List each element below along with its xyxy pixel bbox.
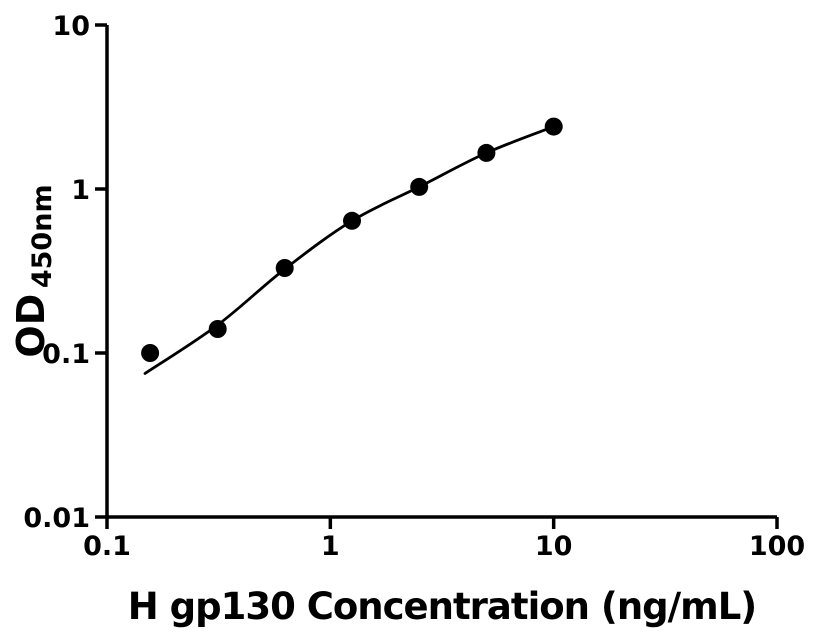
y-ticks [95,23,107,519]
x-tick-label: 10 [535,531,573,562]
data-point [275,259,294,277]
x-tick-label: 100 [749,531,805,562]
y-axis-title: OD 450nm [9,184,58,357]
data-point [343,211,361,230]
data-point [410,177,429,196]
y-axis-title-main: OD [9,294,53,358]
x-tick-label: 1 [321,531,340,562]
fit-curve-line [143,125,556,375]
data-point [208,320,227,338]
x-ticks [105,517,779,529]
x-tick-labels: 0.1 1 10 100 [83,531,805,562]
y-tick-label: 10 [52,11,90,42]
y-tick-labels: 0.01 0.1 1 10 [23,11,90,534]
data-point [477,143,496,162]
y-tick-label: 0.1 [42,339,90,370]
data-point [544,117,563,136]
y-axis-title-subscript: 450nm [27,184,58,288]
y-tick-label: 1 [71,175,90,206]
data-point [141,344,160,362]
axes [95,23,779,529]
x-axis-title: H gp130 Concentration (ng/mL) [128,585,756,628]
y-tick-label: 0.01 [23,503,90,534]
data-points [141,117,563,362]
x-tick-label: 0.1 [83,531,131,562]
